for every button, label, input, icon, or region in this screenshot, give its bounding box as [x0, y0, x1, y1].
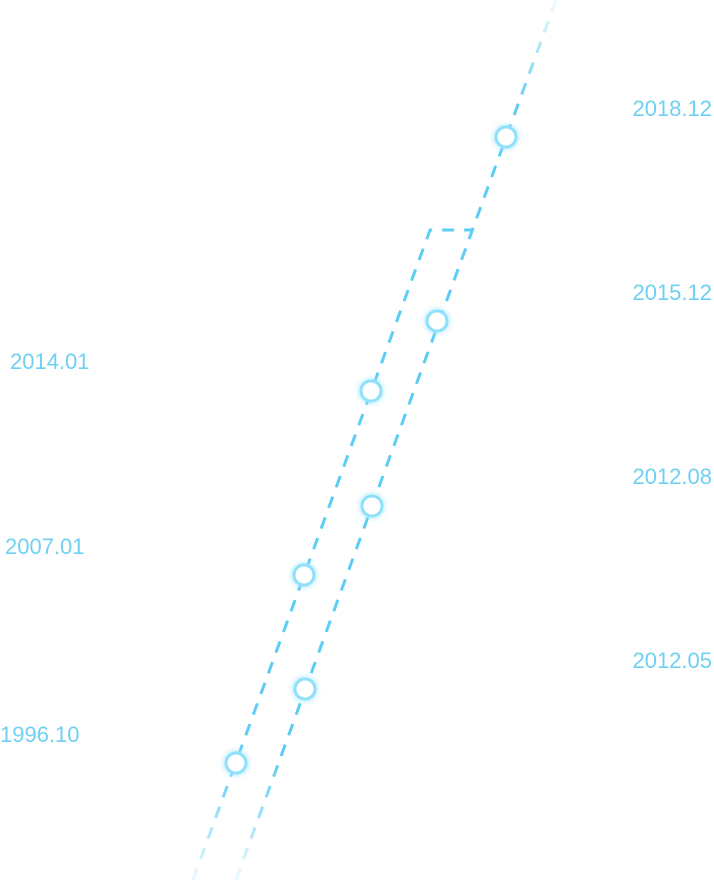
date-label: 2014.01 — [10, 349, 90, 374]
node — [494, 125, 518, 149]
date-label: 2012.05 — [632, 648, 712, 673]
timeline-nodes — [224, 125, 518, 775]
node — [360, 494, 384, 518]
date-label: 2012.08 — [632, 464, 712, 489]
node — [292, 563, 316, 587]
left-timeline-path — [191, 228, 472, 881]
date-label: 2015.12 — [632, 280, 712, 305]
node — [293, 677, 317, 701]
date-label: 2007.01 — [5, 534, 85, 559]
node — [359, 379, 383, 403]
date-label: 1996.10 — [0, 722, 80, 747]
date-label: 2018.12 — [632, 96, 712, 121]
node — [425, 309, 449, 333]
node — [224, 751, 248, 775]
